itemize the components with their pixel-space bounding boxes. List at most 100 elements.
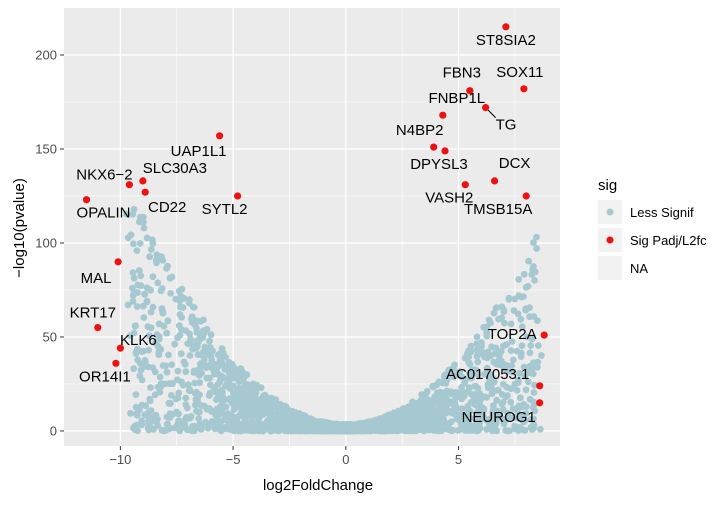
less-signif-point — [451, 397, 458, 405]
less-signif-point — [501, 319, 508, 327]
less-signif-point — [159, 257, 167, 264]
less-signif-point — [225, 422, 233, 430]
less-signif-point — [225, 370, 233, 378]
sig-point — [112, 359, 120, 367]
legend-swatch-less-signif — [606, 208, 614, 216]
less-signif-point — [176, 297, 184, 305]
less-signif-point — [520, 426, 528, 434]
less-signif-point — [442, 388, 450, 396]
less-signif-point — [130, 365, 138, 373]
less-signif-point — [208, 364, 216, 372]
less-signif-point — [485, 420, 493, 427]
gene-label: TG — [496, 117, 517, 134]
x-tick-label: −5 — [226, 452, 241, 467]
less-signif-point — [526, 395, 534, 403]
less-signif-point — [495, 315, 502, 323]
less-signif-point — [191, 379, 199, 387]
less-signif-point — [178, 285, 186, 293]
less-signif-point — [526, 313, 534, 321]
less-signif-point — [441, 404, 448, 412]
less-signif-point — [521, 416, 529, 424]
less-signif-point — [144, 323, 152, 330]
less-signif-point — [503, 383, 511, 391]
less-signif-point — [139, 302, 147, 310]
less-signif-point — [243, 426, 251, 434]
less-signif-point — [207, 331, 215, 339]
less-signif-point — [146, 253, 154, 261]
less-signif-point — [130, 240, 137, 248]
less-signif-points — [123, 205, 545, 435]
sig-point — [439, 111, 447, 119]
gene-label: N4BP2 — [396, 122, 444, 139]
less-signif-point — [141, 290, 149, 298]
less-signif-point — [467, 342, 475, 350]
less-signif-point — [195, 400, 203, 408]
less-signif-point — [145, 408, 153, 415]
less-signif-point — [229, 426, 237, 434]
less-signif-point — [528, 335, 536, 343]
less-signif-point — [464, 388, 472, 396]
sig-point — [234, 192, 242, 200]
less-signif-point — [509, 356, 517, 364]
less-signif-point — [129, 284, 136, 292]
less-signif-point — [229, 382, 237, 390]
gene-label: SOX11 — [496, 64, 543, 81]
gene-label: DPYSL3 — [410, 156, 468, 173]
less-signif-point — [175, 322, 183, 329]
less-signif-point — [182, 368, 190, 376]
less-signif-point — [492, 304, 500, 312]
less-signif-point — [452, 371, 460, 379]
sig-point — [139, 177, 147, 185]
less-signif-point — [516, 369, 523, 377]
sig-point — [466, 87, 474, 95]
less-signif-point — [137, 272, 145, 280]
less-signif-point — [145, 346, 152, 354]
less-signif-point — [529, 359, 537, 367]
less-signif-point — [226, 397, 234, 404]
less-signif-point — [171, 424, 178, 432]
less-signif-point — [406, 407, 414, 414]
less-signif-point — [520, 270, 528, 278]
gene-label: UAP1L1 — [171, 143, 227, 160]
less-signif-point — [515, 276, 523, 283]
less-signif-point — [147, 384, 154, 391]
less-signif-point — [488, 390, 496, 398]
less-signif-point — [307, 415, 314, 423]
less-signif-point — [140, 224, 148, 232]
less-signif-point — [200, 327, 207, 334]
less-signif-point — [420, 393, 428, 401]
less-signif-point — [433, 381, 441, 389]
less-signif-point — [252, 398, 260, 405]
less-signif-point — [436, 388, 444, 396]
gene-label: FBN3 — [443, 65, 481, 82]
sig-point — [430, 143, 438, 151]
less-signif-point — [168, 380, 176, 387]
less-signif-point — [281, 417, 289, 425]
less-signif-point — [307, 422, 315, 430]
less-signif-point — [154, 279, 162, 287]
gene-label: MAL — [81, 270, 112, 287]
less-signif-point — [526, 369, 533, 377]
less-signif-point — [381, 426, 389, 434]
less-signif-point — [474, 396, 482, 404]
less-signif-point — [269, 402, 276, 409]
less-signif-point — [491, 407, 499, 415]
less-signif-point — [515, 292, 523, 300]
less-signif-point — [217, 427, 225, 435]
less-signif-point — [481, 353, 488, 361]
gene-label: VASH2 — [425, 190, 473, 207]
less-signif-point — [159, 309, 167, 317]
less-signif-point — [184, 340, 192, 347]
less-signif-point — [463, 352, 471, 359]
sig-point — [216, 132, 224, 140]
less-signif-point — [237, 392, 245, 400]
less-signif-point — [267, 427, 274, 435]
gene-label: SLC30A3 — [143, 160, 207, 177]
less-signif-point — [136, 372, 144, 380]
less-signif-point — [163, 368, 171, 376]
less-signif-point — [188, 313, 196, 321]
less-signif-point — [530, 239, 537, 247]
less-signif-point — [129, 269, 137, 277]
less-signif-point — [375, 425, 383, 433]
less-signif-point — [181, 421, 189, 429]
